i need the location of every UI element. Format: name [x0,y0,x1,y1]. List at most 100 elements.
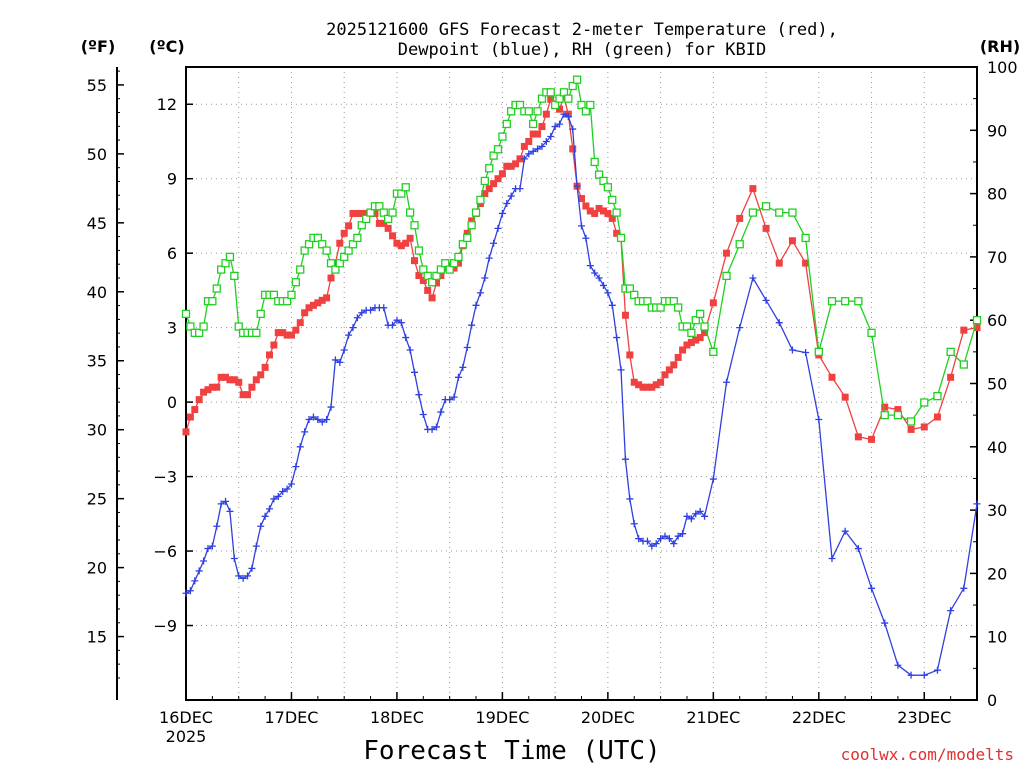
dewpoint-point [450,393,458,401]
celsius-tick-label: 9 [167,170,177,189]
rh-point [893,410,903,420]
temperature-point [604,209,612,217]
rh-point [181,309,191,319]
temperature-point [213,383,221,391]
rh-point [256,309,265,319]
temperature-point [301,309,309,317]
rh-point [291,278,301,287]
rh-point [225,252,235,262]
dewpoint-point [608,301,616,309]
rh-tick-label: 90 [987,121,1007,140]
dewpoint-point [309,413,317,421]
dewpoint-point [318,418,326,426]
dewpoint-point [683,512,691,520]
dewpoint-point [920,671,928,679]
rh-point [616,233,626,243]
temperature-point [595,204,603,212]
rh-point [186,322,195,331]
temperature-point [828,373,836,381]
rh-tick-label: 20 [987,564,1007,583]
dewpoint-point [200,557,208,565]
dewpoint-point [191,577,199,585]
dewpoint-point [476,289,484,297]
temperature-point [569,145,577,153]
rh-point [700,322,709,331]
dewpoint-point [494,224,502,232]
dewpoint-point [261,512,269,520]
rh-point [594,170,604,179]
dewpoint-point [749,274,757,282]
temperature-point [186,413,194,421]
celsius-tick-label: 0 [167,393,177,412]
temperature-point [560,93,568,101]
dewpoint-point [463,344,471,352]
temperature-point [323,294,331,302]
rh-point [485,164,494,173]
rh-point [454,252,463,262]
temperature-point [881,403,889,411]
temperature-point [556,105,564,113]
dewpoint-point [230,555,238,563]
rh-point [252,328,261,338]
rh-point [608,195,617,205]
rh-point [959,360,968,369]
dewpoint-point [960,584,968,592]
temperature-point [345,222,353,230]
dewpoint-point [599,281,607,289]
fahrenheit-tick-label: 45 [87,214,107,233]
temperature-point [195,396,203,404]
rh-point [388,208,397,217]
dewpoint-point [617,366,625,374]
temperature-point [204,386,212,394]
temperature-point [749,185,757,193]
dewpoint-point [389,321,397,329]
temperature-point [841,393,849,401]
temperature-point [643,383,651,391]
rh-point [300,246,309,255]
dewpoint-point [411,368,419,376]
dewpoint-point [573,182,581,190]
rh-point [748,208,758,217]
dewpoint-point [802,348,810,356]
dewpoint-point [279,487,287,495]
temperature-point [389,232,397,240]
dewpoint-point [547,133,555,141]
temperature-point [441,264,449,272]
dewpoint-point [569,125,577,133]
dewpoint-point [472,301,480,309]
temperature-point [248,383,256,391]
rh-point [296,265,305,274]
rh-tick-label: 10 [987,628,1007,647]
rh-point [410,221,419,230]
dewpoint-point [762,296,770,304]
rh-point [282,297,292,306]
temperature-point [222,373,230,381]
dewpoint-point [687,515,695,523]
rh-point [405,208,415,217]
dewpoint-point [257,522,265,530]
x-tick-label: 18DEC [370,708,424,727]
dewpoint-point [788,346,796,354]
rh-point [353,233,362,243]
rh-point [441,259,450,268]
temperature-point [630,378,638,386]
dewpoint-point [674,532,682,540]
x-tick-label: 17DEC [264,708,318,727]
rh-point [458,240,468,249]
temperature-point [450,264,458,272]
x-tick-label: 21DEC [686,708,740,727]
temperature-point [257,371,265,379]
dewpoint-point [665,535,673,543]
temperature-point [516,155,524,163]
dewpoint-point [248,564,256,572]
temperature-point [230,376,238,384]
dewpoint-point [186,587,194,595]
dewpoint-point [331,356,339,364]
dewpoint-point [621,455,629,463]
temperature-point [854,433,862,441]
rh-point [568,81,577,91]
axes [116,66,978,701]
temperature-point [402,239,410,247]
temperature-point [652,381,660,389]
dewpoint-point [652,540,660,548]
